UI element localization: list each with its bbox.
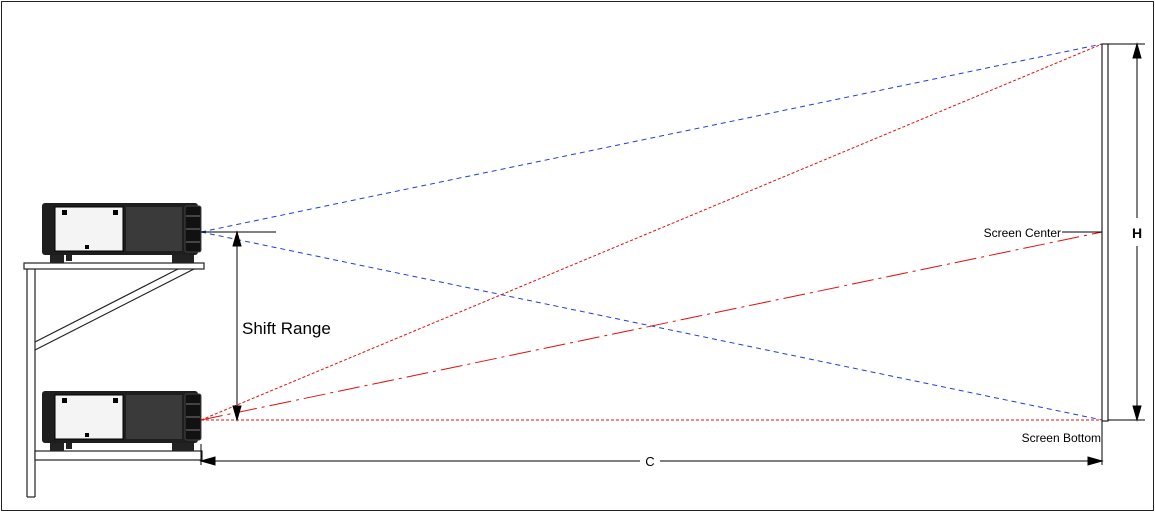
shift-range-label: Shift Range (242, 319, 331, 338)
screen-bottom-label: Screen Bottom (1022, 431, 1101, 445)
projector-lower (42, 391, 202, 451)
upper-beam-top (200, 43, 1103, 233)
wall-mount (23, 262, 205, 498)
height-label: H (1132, 225, 1142, 241)
projection-screen (1101, 43, 1109, 422)
projector-upper (42, 203, 202, 263)
distance-label: C (645, 454, 654, 469)
screen-center-label: Screen Center (984, 226, 1061, 240)
center-axis-line (200, 231, 1103, 421)
shift-range-dimension (201, 230, 276, 422)
distance-dimension (199, 421, 1104, 466)
height-dimension (1108, 42, 1145, 422)
lower-beam-top (200, 43, 1103, 421)
